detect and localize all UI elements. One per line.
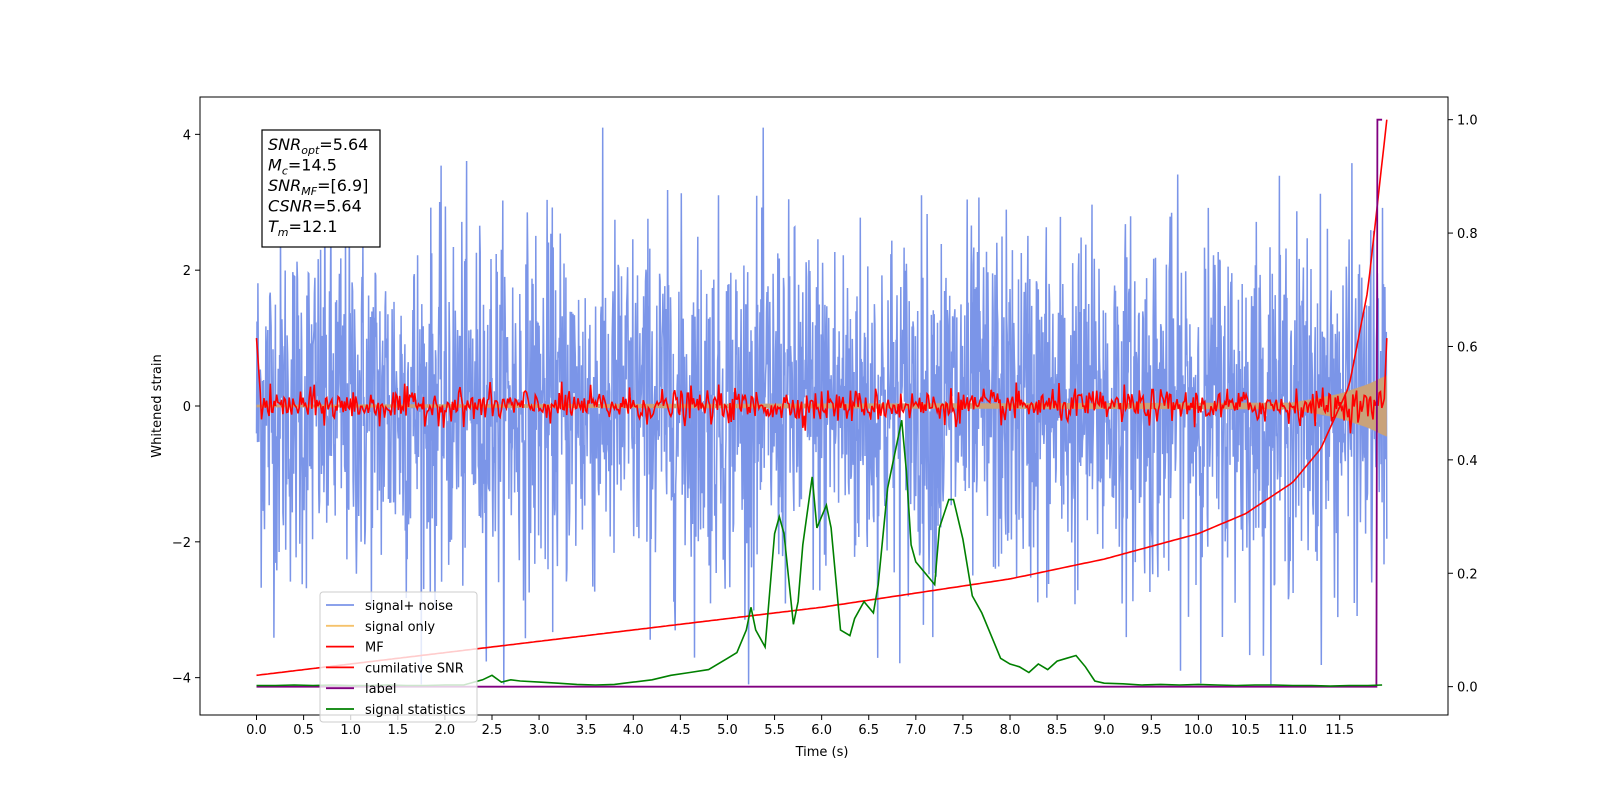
y-axis-label: Whitened strain xyxy=(150,354,165,457)
x-tick-label: 0.5 xyxy=(293,723,314,738)
x-tick-label: 4.5 xyxy=(670,723,691,738)
x-tick-label: 7.0 xyxy=(905,723,926,738)
annotation-line: Mc=14.5 xyxy=(268,156,337,178)
y2-tick-label: 1.0 xyxy=(1457,114,1478,129)
annotation-frame xyxy=(261,129,381,248)
x-tick-label: 10.0 xyxy=(1184,723,1213,738)
legend-label: signal only xyxy=(365,620,435,635)
x-tick-label: 2.5 xyxy=(482,723,503,738)
legend-label: cumilative SNR xyxy=(365,661,464,676)
annotation-line: SNRMF=[6.9] xyxy=(268,176,368,198)
x-tick-label: 1.5 xyxy=(387,723,408,738)
x-tick-label: 10.5 xyxy=(1231,723,1260,738)
series-signal-statistics-line xyxy=(256,420,1383,687)
x-tick-label: 3.5 xyxy=(576,723,597,738)
annotation-box: SNRopt=5.64Mc=14.5SNRMF=[6.9]CSNR=5.64Tm… xyxy=(261,129,381,248)
y-tick-label: −2 xyxy=(172,536,191,551)
y2-tick-label: 0.6 xyxy=(1457,340,1478,355)
legend-label: label xyxy=(365,682,396,697)
x-tick-label: 5.5 xyxy=(764,723,785,738)
x-tick-label: 7.5 xyxy=(953,723,974,738)
x-tick-label: 1.0 xyxy=(340,723,361,738)
x-tick-label: 11.5 xyxy=(1325,723,1354,738)
annotation-line: CSNR=5.64 xyxy=(268,197,362,216)
y-tick-label: 4 xyxy=(183,128,191,143)
legend-label: signal+ noise xyxy=(365,599,453,614)
x-tick-label: 3.0 xyxy=(529,723,550,738)
x-tick-label: 0.0 xyxy=(246,723,267,738)
x-tick-label: 8.0 xyxy=(1000,723,1021,738)
legend-label: signal statistics xyxy=(365,703,466,718)
x-axis-label: Time (s) xyxy=(795,745,849,760)
y2-tick-label: 0.4 xyxy=(1457,454,1478,469)
x-tick-label: 5.0 xyxy=(717,723,738,738)
x-ticks: 0.0 0.5 1.0 1.5 2.0 2.5 3.0 3.5 4.0 4.5 5.0 5.5 6.0 6… xyxy=(246,715,1354,738)
x-tick-label: 8.5 xyxy=(1047,723,1068,738)
series-label-line xyxy=(256,118,1383,688)
annotation-line: Tm=12.1 xyxy=(268,217,338,239)
y2-tick-label: 0.8 xyxy=(1457,227,1478,242)
x-tick-label: 6.5 xyxy=(858,723,879,738)
legend: signal+ noise signal only MF cumilative SNR… xyxy=(319,591,478,723)
x-tick-label: 6.0 xyxy=(811,723,832,738)
x-tick-label: 11.0 xyxy=(1278,723,1307,738)
y-tick-label: 2 xyxy=(183,264,191,279)
x-tick-label: 9.0 xyxy=(1094,723,1115,738)
series-mf-line xyxy=(255,338,1388,434)
legend-frame xyxy=(319,591,478,723)
annotation-line: SNRopt=5.64 xyxy=(268,135,368,157)
legend-label: MF xyxy=(365,641,384,656)
y-tick-label: 0 xyxy=(183,400,191,415)
x-tick-label: 2.0 xyxy=(435,723,456,738)
x-tick-label: 9.5 xyxy=(1141,723,1162,738)
y2-tick-label: 0.2 xyxy=(1457,567,1478,582)
x-tick-label: 4.0 xyxy=(623,723,644,738)
y-ticks: 4 2 0 −2 −4 xyxy=(172,128,200,687)
y2-ticks: 1.0 0.8 0.6 0.4 0.2 0.0 xyxy=(1448,114,1478,696)
y-tick-label: −4 xyxy=(172,672,191,687)
y2-tick-label: 0.0 xyxy=(1457,681,1478,696)
